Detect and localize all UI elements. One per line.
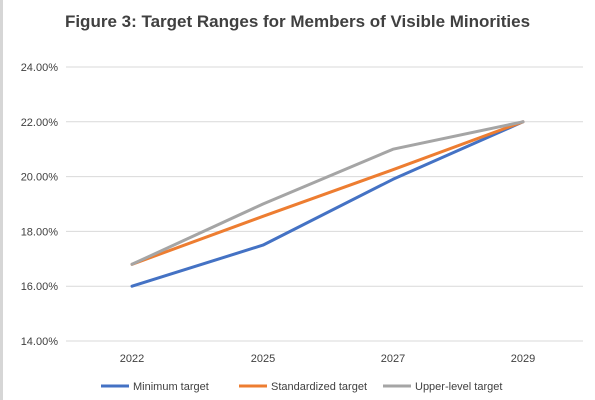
legend: Minimum target Standardized target Upper-l… [101, 381, 502, 393]
series-line [130, 120, 525, 266]
y-tick-label: 22.00% [21, 117, 59, 129]
legend-label: Minimum target [133, 381, 209, 393]
x-tick-label: 2022 [120, 353, 144, 365]
legend-label: Standardized target [271, 381, 367, 393]
series-line [130, 120, 525, 288]
y-tick-label: 16.00% [21, 281, 59, 293]
x-axis-ticks: 2022 2025 2027 2029 [120, 353, 535, 365]
chart-title: Figure 3: Target Ranges for Members of V… [64, 12, 531, 31]
series-lines [130, 120, 525, 288]
y-axis-ticks: 14.00% 16.00% 18.00% 20.00% 22.00% 24.00% [21, 62, 59, 348]
legend-label: Upper-level target [415, 381, 502, 393]
gridlines [66, 66, 583, 342]
y-tick-label: 24.00% [21, 62, 59, 74]
series-line [130, 120, 525, 266]
y-tick-label: 14.00% [21, 336, 59, 348]
left-border [0, 0, 3, 400]
y-tick-label: 20.00% [21, 172, 59, 184]
x-tick-label: 2029 [511, 353, 535, 365]
x-tick-label: 2025 [251, 353, 275, 365]
y-tick-label: 18.00% [21, 226, 59, 238]
x-tick-label: 2027 [381, 353, 405, 365]
